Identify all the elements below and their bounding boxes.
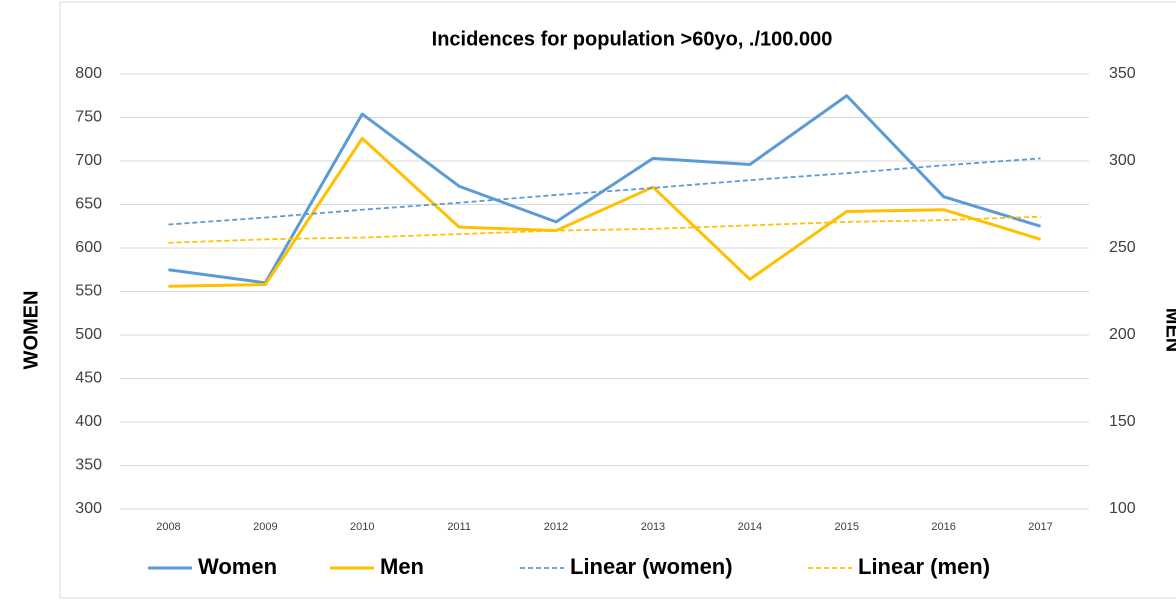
legend-label: Men bbox=[380, 554, 424, 579]
y-axis-label: WOMEN bbox=[20, 291, 42, 370]
x-tick-label: 2013 bbox=[641, 521, 665, 533]
legend-label: Linear (women) bbox=[570, 554, 733, 579]
legend-label: Linear (men) bbox=[858, 554, 990, 579]
y-tick-label: 400 bbox=[75, 413, 102, 430]
x-tick-label: 2008 bbox=[156, 521, 180, 533]
y-tick-label: 650 bbox=[75, 196, 102, 213]
series-line bbox=[168, 136, 1041, 288]
y2-tick-label: 300 bbox=[1109, 152, 1136, 169]
y2-tick-label: 150 bbox=[1109, 413, 1136, 430]
y-tick-label: 350 bbox=[75, 457, 102, 474]
y-tick-label: 600 bbox=[75, 239, 102, 256]
x-tick-label: 2012 bbox=[544, 521, 568, 533]
x-tick-label: 2016 bbox=[931, 521, 955, 533]
y-tick-label: 450 bbox=[75, 370, 102, 387]
y2-axis-label: MEN bbox=[1162, 308, 1176, 352]
y-tick-label: 750 bbox=[75, 109, 102, 126]
x-tick-label: 2014 bbox=[738, 521, 762, 533]
y-tick-label: 550 bbox=[75, 283, 102, 300]
trend-line bbox=[168, 157, 1041, 226]
y2-tick-label: 100 bbox=[1109, 500, 1136, 517]
chart-title: Incidences for population >60yo, ./100.0… bbox=[432, 28, 833, 50]
y2-tick-label: 250 bbox=[1109, 239, 1136, 256]
x-tick-label: 2015 bbox=[835, 521, 859, 533]
x-tick-label: 2011 bbox=[447, 521, 471, 533]
trend-line bbox=[168, 215, 1041, 244]
x-tick-label: 2009 bbox=[253, 521, 277, 533]
legend-label: Women bbox=[198, 554, 277, 579]
x-tick-label: 2010 bbox=[350, 521, 374, 533]
y2-tick-label: 200 bbox=[1109, 326, 1136, 343]
series-line bbox=[168, 94, 1041, 285]
y2-tick-label: 350 bbox=[1109, 65, 1136, 82]
y-tick-label: 700 bbox=[75, 152, 102, 169]
y-tick-label: 500 bbox=[75, 326, 102, 343]
chart-border bbox=[59, 1, 1176, 599]
y-tick-label: 800 bbox=[75, 65, 102, 82]
y-tick-label: 300 bbox=[75, 500, 102, 517]
x-tick-label: 2017 bbox=[1028, 521, 1052, 533]
